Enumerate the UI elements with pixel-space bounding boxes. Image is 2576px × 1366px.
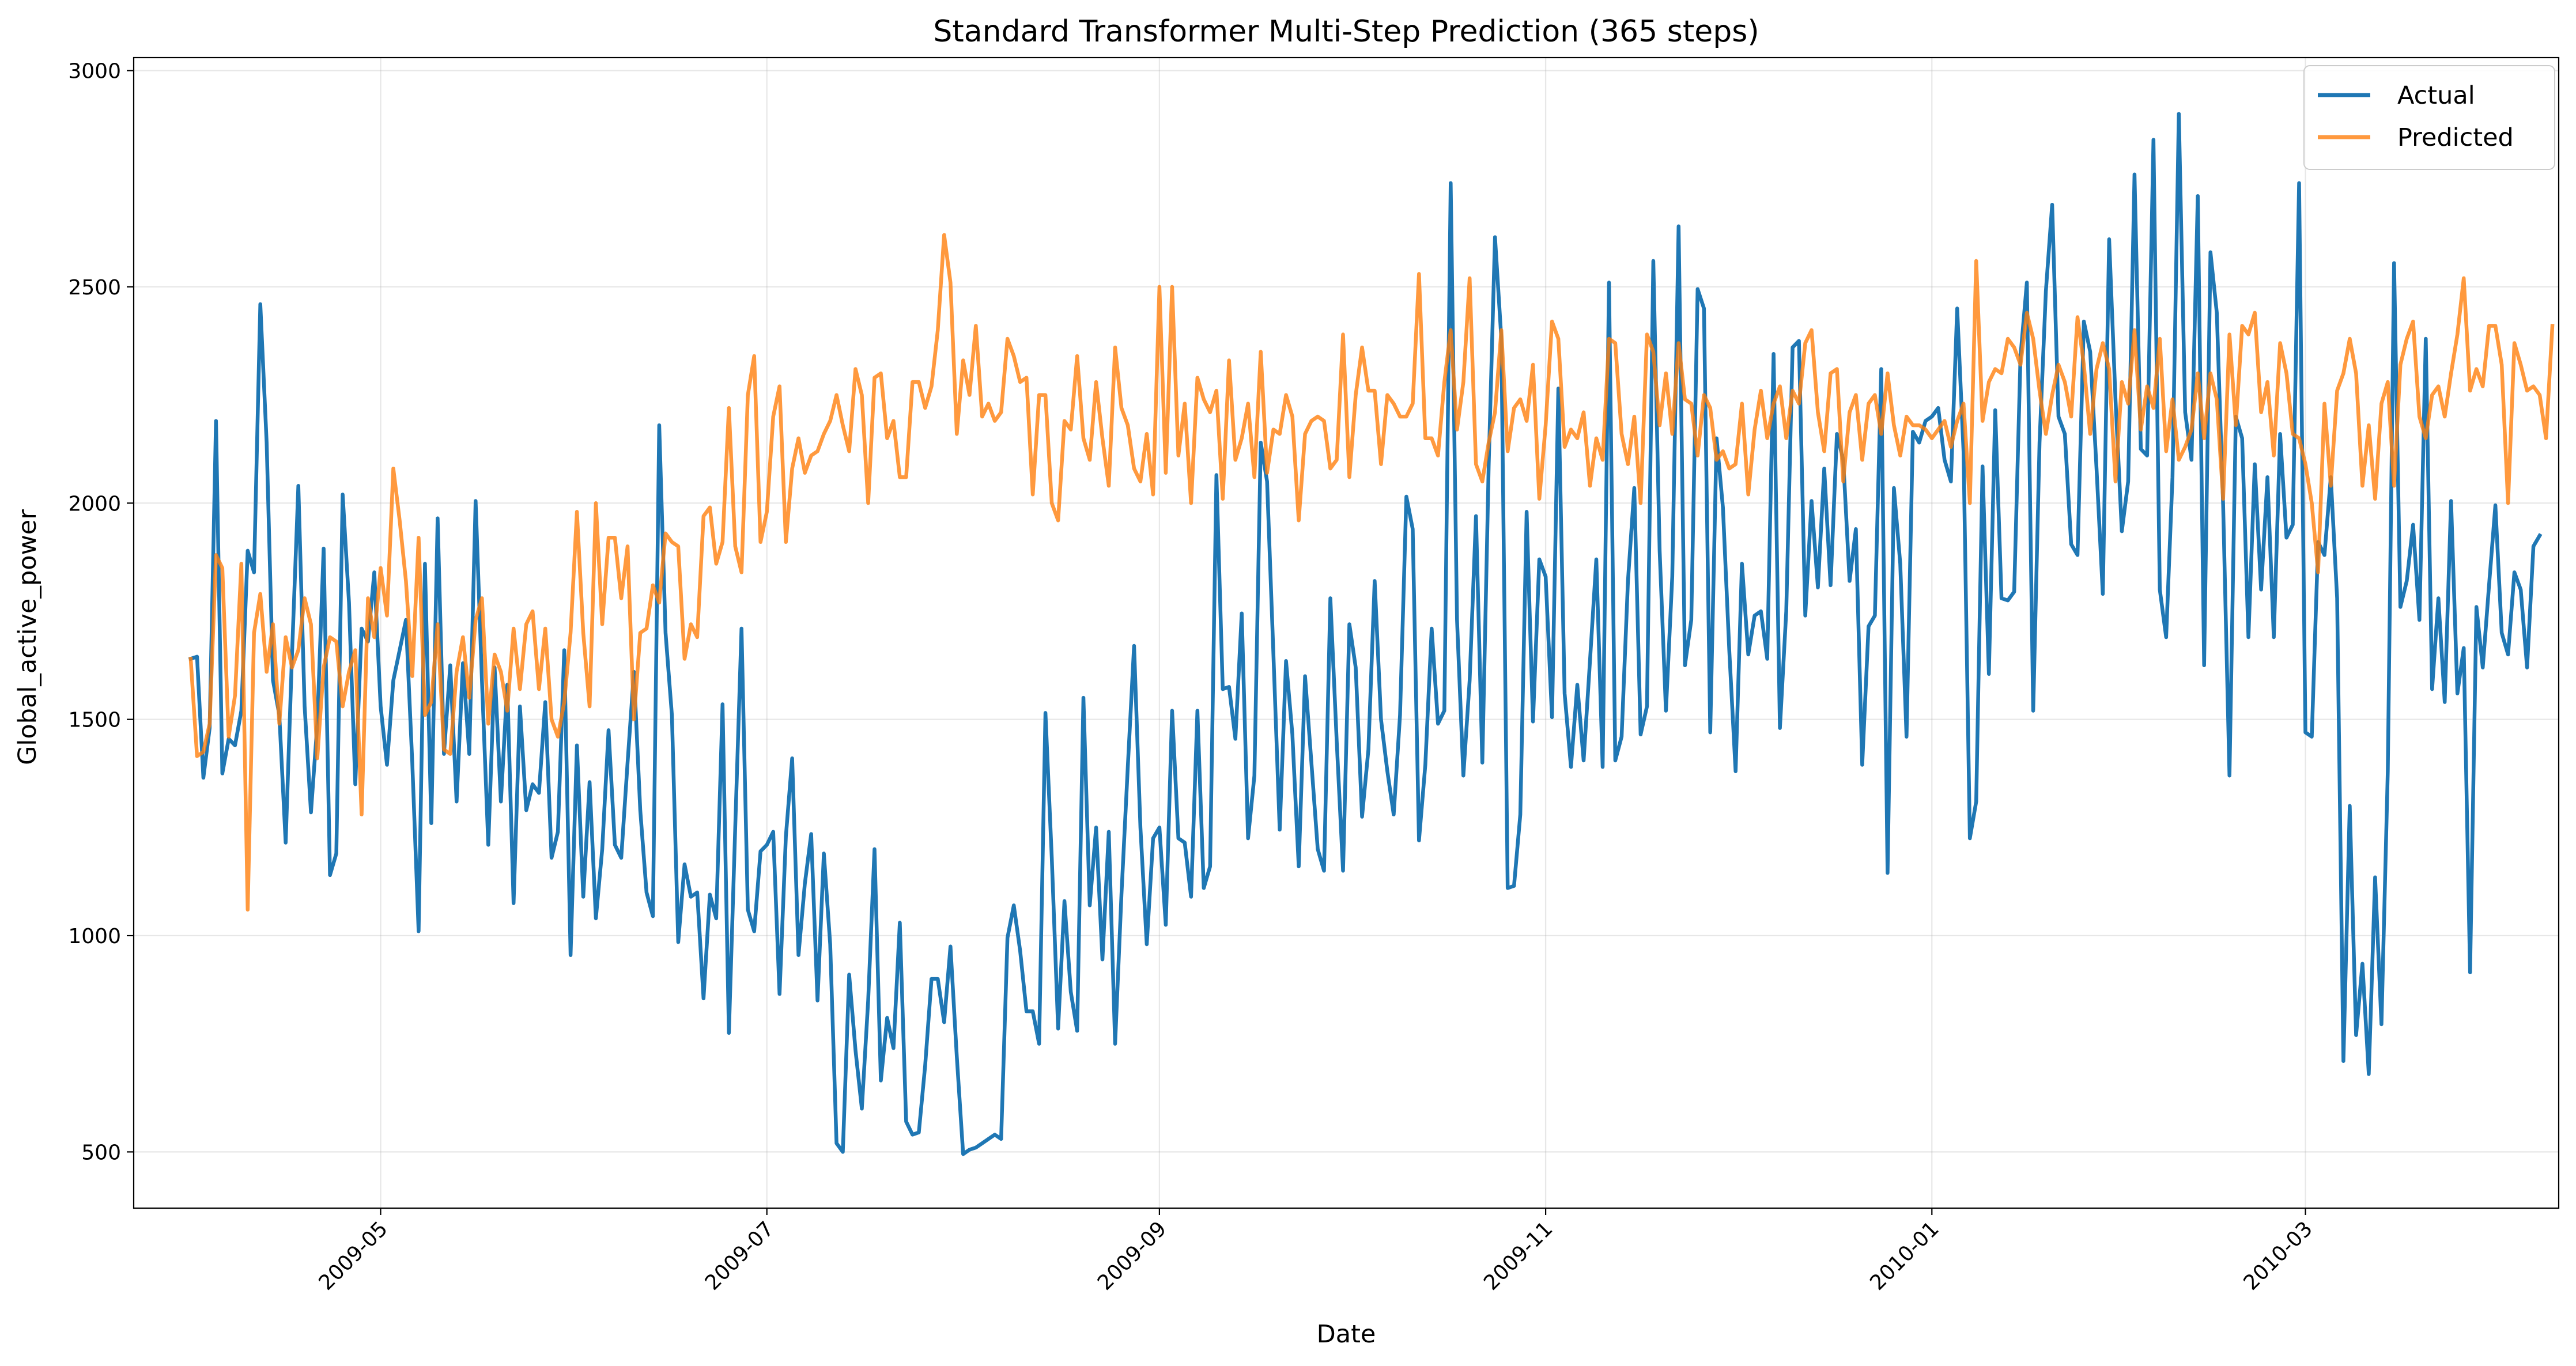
y-tick-label: 1500 — [68, 709, 121, 732]
plot-area-frame — [133, 56, 2560, 1209]
series-lines — [188, 112, 2555, 1156]
y-tick-label: 1000 — [68, 925, 121, 948]
series-line-predicted — [188, 233, 2555, 912]
legend: Actual Predicted — [2303, 65, 2555, 170]
x-axis-label: Date — [1317, 1320, 1376, 1349]
legend-box — [2303, 65, 2555, 170]
series-line-actual — [188, 112, 2543, 1156]
legend-label-predicted: Predicted — [2397, 123, 2514, 152]
y-tick-label: 3000 — [68, 60, 121, 84]
y-axis-label: Global_active_power — [13, 509, 42, 765]
y-tick-label: 2000 — [68, 492, 121, 516]
chart-title: Standard Transformer Multi-Step Predicti… — [933, 14, 1759, 49]
y-tick-label: 500 — [81, 1141, 121, 1164]
y-tick-label: 2500 — [68, 276, 121, 300]
legend-label-actual: Actual — [2397, 81, 2475, 110]
